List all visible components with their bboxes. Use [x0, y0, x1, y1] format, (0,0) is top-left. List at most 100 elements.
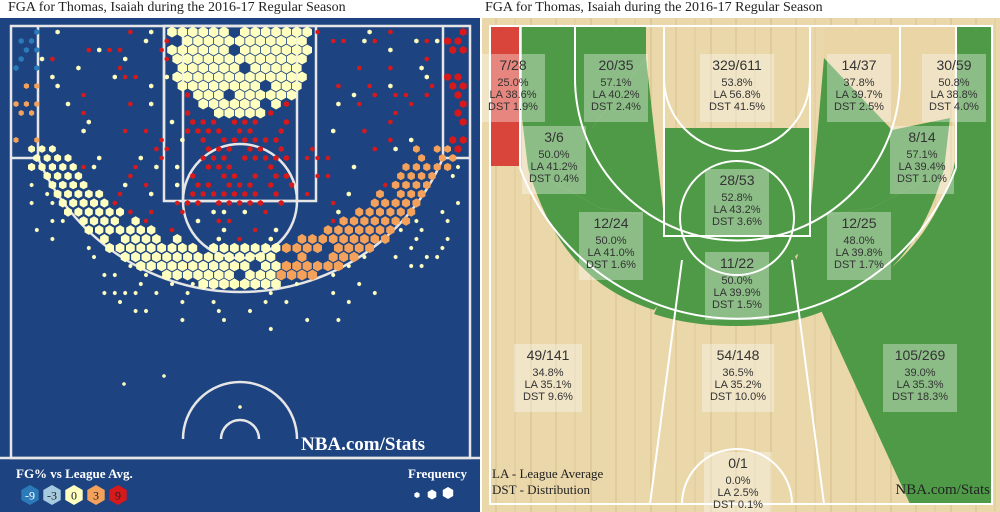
zone-distribution: DST 3.6%: [712, 216, 762, 228]
shot-hex: [286, 53, 297, 65]
shot-hex: [297, 269, 307, 281]
shot-hex: [50, 236, 55, 242]
shot-hex: [120, 234, 130, 244]
fg-legend-item: -3: [43, 485, 61, 505]
shot-hex: [292, 242, 302, 254]
shot-hex: [234, 53, 245, 65]
shot-hex: [391, 216, 400, 226]
shot-hex: [402, 198, 410, 208]
shot-hex: [115, 242, 125, 254]
zone-league-avg: LA 41.0%: [587, 247, 634, 259]
shot-hex: [224, 107, 234, 119]
shot-hex: [398, 227, 403, 233]
shot-hex: [34, 137, 40, 143]
shot-hex: [336, 101, 341, 107]
shot-hex: [302, 242, 312, 254]
shot-hex: [281, 260, 291, 272]
zone-fg-pct: 25.0%: [497, 77, 528, 89]
shot-hex: [45, 191, 50, 197]
shot-hex: [29, 110, 35, 116]
shot-hex: [237, 182, 243, 188]
shot-hex: [112, 200, 117, 206]
zone-label-bg: [827, 212, 891, 280]
shot-hex: [219, 44, 229, 56]
zone-made-attempts: 54/148: [717, 347, 760, 363]
shot-hex: [266, 269, 276, 281]
shot-hex: [305, 191, 310, 197]
shot-hex: [231, 137, 237, 143]
fg-legend-hex: [21, 485, 39, 505]
shot-hex: [159, 137, 164, 143]
shot-hex: [195, 200, 201, 206]
zone-label-bg: [522, 126, 586, 194]
shot-hex: [401, 216, 411, 226]
shot-hex: [227, 218, 232, 224]
frequency-large-icon: [442, 487, 454, 499]
shot-hex: [50, 200, 55, 206]
shot-hex: [250, 26, 260, 38]
shot-hex: [245, 251, 255, 263]
shot-hex: [76, 65, 81, 71]
shot-hex: [211, 119, 217, 125]
shot-hex: [200, 191, 206, 197]
shot-hex: [252, 137, 258, 143]
shot-hex: [172, 269, 182, 281]
shot-hex: [286, 71, 297, 83]
zone-label-right-corner-3: 30/59 50.8%LA 38.8%DST 4.0%: [922, 54, 986, 122]
shot-hex: [159, 155, 164, 161]
zone-label-bg: [922, 54, 986, 122]
shot-hex: [344, 242, 354, 254]
shot-hex: [64, 154, 72, 162]
shot-hex: [203, 35, 214, 47]
zone-label-bg: [704, 452, 772, 512]
shot-hex: [456, 164, 460, 170]
shot-hex: [118, 299, 122, 305]
shot-hex: [224, 269, 234, 281]
zone-fg-pct: 34.8%: [532, 367, 563, 379]
shot-hex: [190, 173, 196, 179]
left-watermark: NBA.com/Stats: [301, 434, 425, 455]
shot-hex: [50, 218, 55, 224]
shot-hex: [242, 191, 248, 197]
shot-hex: [221, 173, 227, 179]
shot-hex: [376, 189, 384, 199]
zone-court-lines: [489, 25, 993, 505]
shot-hex: [402, 162, 410, 172]
shot-hex: [221, 191, 227, 197]
shot-hex: [177, 44, 188, 56]
shot-hex: [234, 107, 245, 119]
shot-hex: [143, 128, 149, 134]
shot-hex: [376, 207, 384, 217]
shot-hex: [435, 254, 440, 260]
shot-hex: [219, 278, 229, 290]
shot-hex: [360, 216, 369, 226]
dst-legend: DST - Distribution: [492, 482, 590, 497]
shot-hex: [175, 164, 180, 170]
shot-hex: [357, 281, 362, 287]
zone-league-avg: LA 56.8%: [713, 89, 760, 101]
shot-hex: [281, 44, 292, 56]
shot-hex: [131, 234, 140, 244]
shot-hex: [372, 92, 377, 98]
shot-hex: [180, 137, 185, 143]
shot-hex: [221, 227, 227, 233]
zone-made-attempts: 49/141: [527, 347, 570, 363]
shot-hex: [255, 89, 266, 101]
shot-hex: [271, 62, 281, 74]
shot-hex: [110, 216, 119, 226]
shot-hex: [271, 26, 281, 38]
shot-hex: [216, 164, 222, 170]
shot-hex: [396, 207, 405, 217]
shot-hex: [393, 146, 398, 152]
shot-hex: [424, 38, 429, 44]
shot-hex: [107, 47, 112, 53]
shot-hex: [313, 242, 322, 254]
shot-hex: [240, 260, 250, 272]
shot-hex: [203, 269, 214, 281]
shot-hex: [381, 216, 390, 226]
zone-label-left-wing-mid: 12/24 50.0%LA 41.0%DST 1.6%: [579, 212, 643, 280]
frequency-legend: [414, 487, 454, 500]
zone-made-attempts: 0/1: [728, 455, 748, 471]
shot-hex: [167, 242, 177, 254]
shot-hex: [242, 137, 248, 143]
